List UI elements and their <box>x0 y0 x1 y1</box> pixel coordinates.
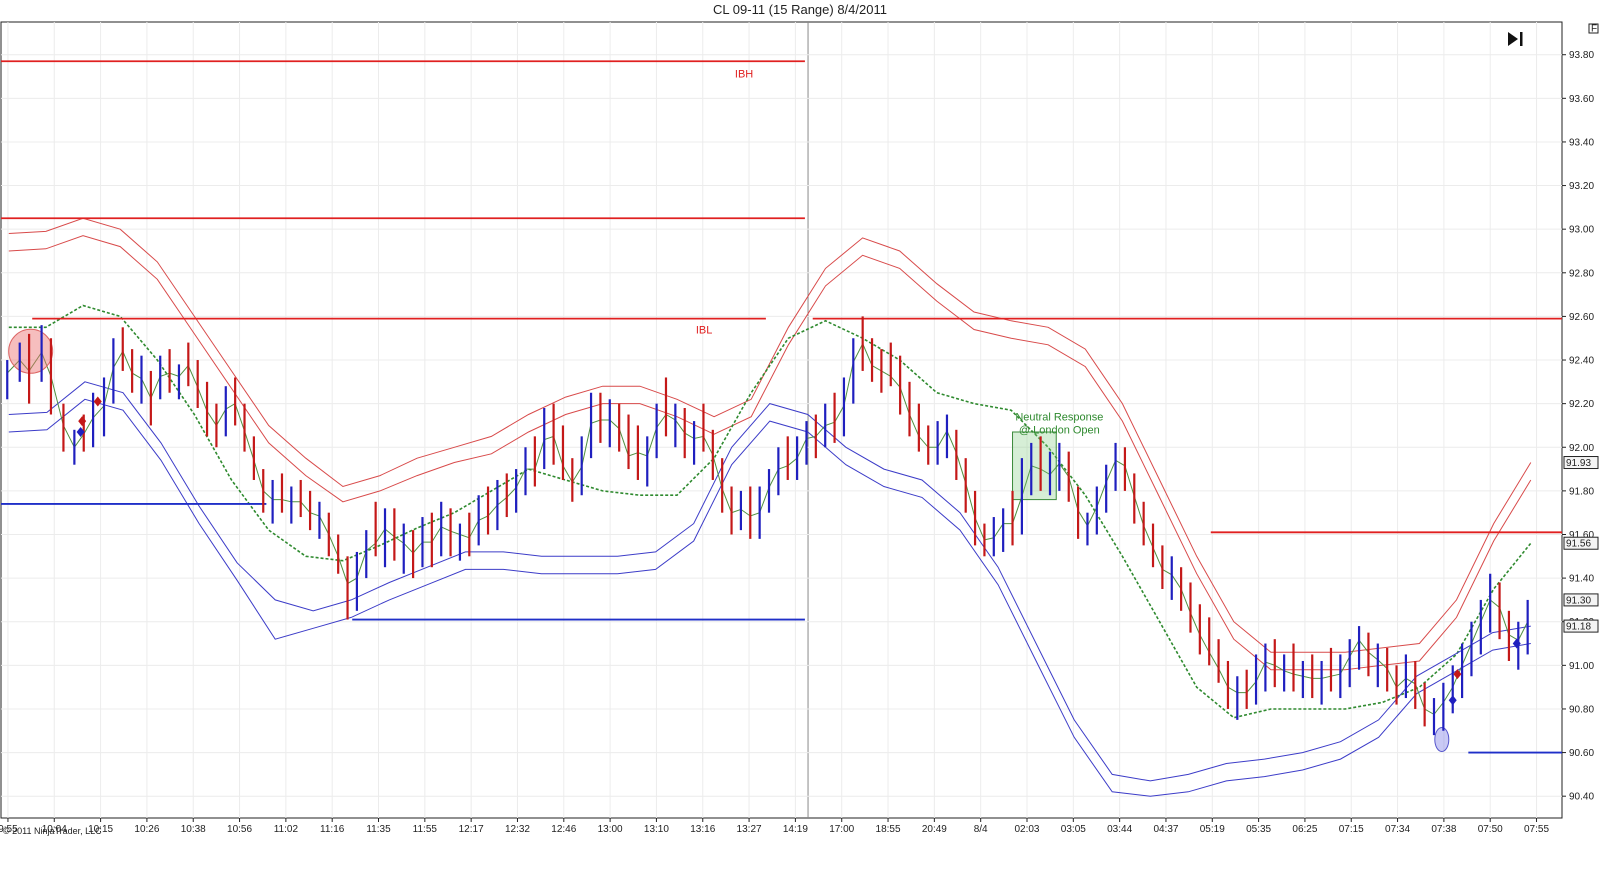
price-marker-box <box>1563 456 1599 470</box>
highlight-ellipse <box>1434 726 1450 752</box>
x-tick-label: 07:34 <box>1385 824 1410 835</box>
x-tick-label: 06:25 <box>1292 824 1317 835</box>
y-tick-label: 90.60 <box>1569 748 1594 759</box>
x-tick-label: 20:49 <box>922 824 947 835</box>
y-tick-label: 93.20 <box>1569 181 1594 192</box>
skip-to-end-triangle <box>1508 32 1518 46</box>
series-line-upper-band-inner <box>8 235 1532 671</box>
annotation-line-1: Neutral Response <box>1015 411 1103 423</box>
x-tick-label: 11:02 <box>274 824 299 835</box>
price-marker-label: 91.56 <box>1566 539 1591 550</box>
x-tick-label: 13:00 <box>598 824 623 835</box>
x-tick-label: 07:50 <box>1478 824 1503 835</box>
corner-box-label: F <box>1591 24 1597 35</box>
level-label-ibl: IBL <box>696 325 713 337</box>
signal-marker <box>78 416 87 427</box>
x-tick-label: 10:04 <box>42 824 67 835</box>
x-tick-label: 11:55 <box>413 824 438 835</box>
signal-marker <box>1448 695 1457 706</box>
level-label-ibh: IBH <box>735 68 753 80</box>
price-marker-box <box>1563 593 1599 607</box>
y-tick-label: 92.40 <box>1569 356 1594 367</box>
price-marker-box <box>1563 536 1599 550</box>
x-tick-label: 12:46 <box>551 824 576 835</box>
y-tick-label: 93.00 <box>1569 225 1594 236</box>
series-line-lower-band-outer <box>8 398 1531 797</box>
price-marker-label: 91.18 <box>1566 622 1591 633</box>
x-tick-label: 13:27 <box>737 824 762 835</box>
signal-marker <box>76 426 85 437</box>
x-tick-label: 10:56 <box>227 824 252 835</box>
signal-marker <box>93 396 102 407</box>
x-tick-label: 03:44 <box>1107 824 1132 835</box>
x-tick-label: 9:55 <box>0 824 18 835</box>
y-tick-label: 90.80 <box>1569 704 1594 715</box>
signal-marker <box>1453 669 1462 680</box>
x-tick-label: 13:16 <box>690 824 715 835</box>
y-tick-label: 91.80 <box>1569 486 1594 497</box>
x-tick-label: 12:17 <box>459 824 484 835</box>
price-marker-box <box>1563 619 1599 633</box>
x-tick-label: 04:37 <box>1153 824 1178 835</box>
signal-marker <box>1512 638 1521 649</box>
y-tick-label: 92.60 <box>1569 312 1594 323</box>
series-line-fast-ma <box>6 342 1529 716</box>
x-tick-label: 14:19 <box>783 824 808 835</box>
x-tick-label: 8/4 <box>974 824 988 835</box>
y-tick-label: 92.20 <box>1569 399 1594 410</box>
y-tick-label: 93.40 <box>1569 137 1594 148</box>
y-tick-label: 92.80 <box>1569 268 1594 279</box>
chart-title: CL 09-11 (15 Range) 8/4/2011 <box>713 2 887 17</box>
annotation-line-2: @ London Open <box>1019 424 1100 436</box>
y-tick-label: 91.60 <box>1569 530 1594 541</box>
y-tick-label: 93.60 <box>1569 94 1594 105</box>
skip-to-end-icon[interactable] <box>1508 32 1523 46</box>
x-tick-label: 10:15 <box>88 824 113 835</box>
y-tick-label: 92.00 <box>1569 443 1594 454</box>
x-tick-label: 18:55 <box>876 824 901 835</box>
x-tick-label: 05:19 <box>1200 824 1225 835</box>
y-tick-label: 90.40 <box>1569 792 1594 803</box>
x-tick-label: 07:38 <box>1431 824 1456 835</box>
copyright-text: © 2011 NinjaTrader, LLC <box>3 826 102 836</box>
y-tick-label: 91.00 <box>1569 661 1594 672</box>
x-tick-label: 11:35 <box>366 824 391 835</box>
x-tick-label: 10:38 <box>181 824 206 835</box>
skip-to-end-bar <box>1520 32 1523 46</box>
x-tick-label: 12:32 <box>505 824 530 835</box>
x-tick-label: 07:55 <box>1524 824 1549 835</box>
x-tick-label: 05:35 <box>1246 824 1271 835</box>
price-marker-label: 91.93 <box>1566 458 1591 469</box>
x-tick-label: 03:05 <box>1061 824 1086 835</box>
y-tick-label: 91.40 <box>1569 574 1594 585</box>
x-tick-label: 17:00 <box>829 824 854 835</box>
x-tick-label: 07:15 <box>1339 824 1364 835</box>
x-tick-label: 10:26 <box>134 824 159 835</box>
series-line-midline <box>8 304 1532 719</box>
y-tick-label: 93.80 <box>1569 50 1594 61</box>
series-line-lower-band-inner <box>8 381 1531 782</box>
x-tick-label: 13:10 <box>644 824 669 835</box>
price-marker-label: 91.30 <box>1566 595 1591 606</box>
x-tick-label: 02:03 <box>1014 824 1039 835</box>
series-line-upper-band-outer <box>8 217 1532 653</box>
corner-box[interactable] <box>1588 23 1599 34</box>
x-tick-label: 11:16 <box>320 824 345 835</box>
highlight-circle <box>8 328 54 374</box>
